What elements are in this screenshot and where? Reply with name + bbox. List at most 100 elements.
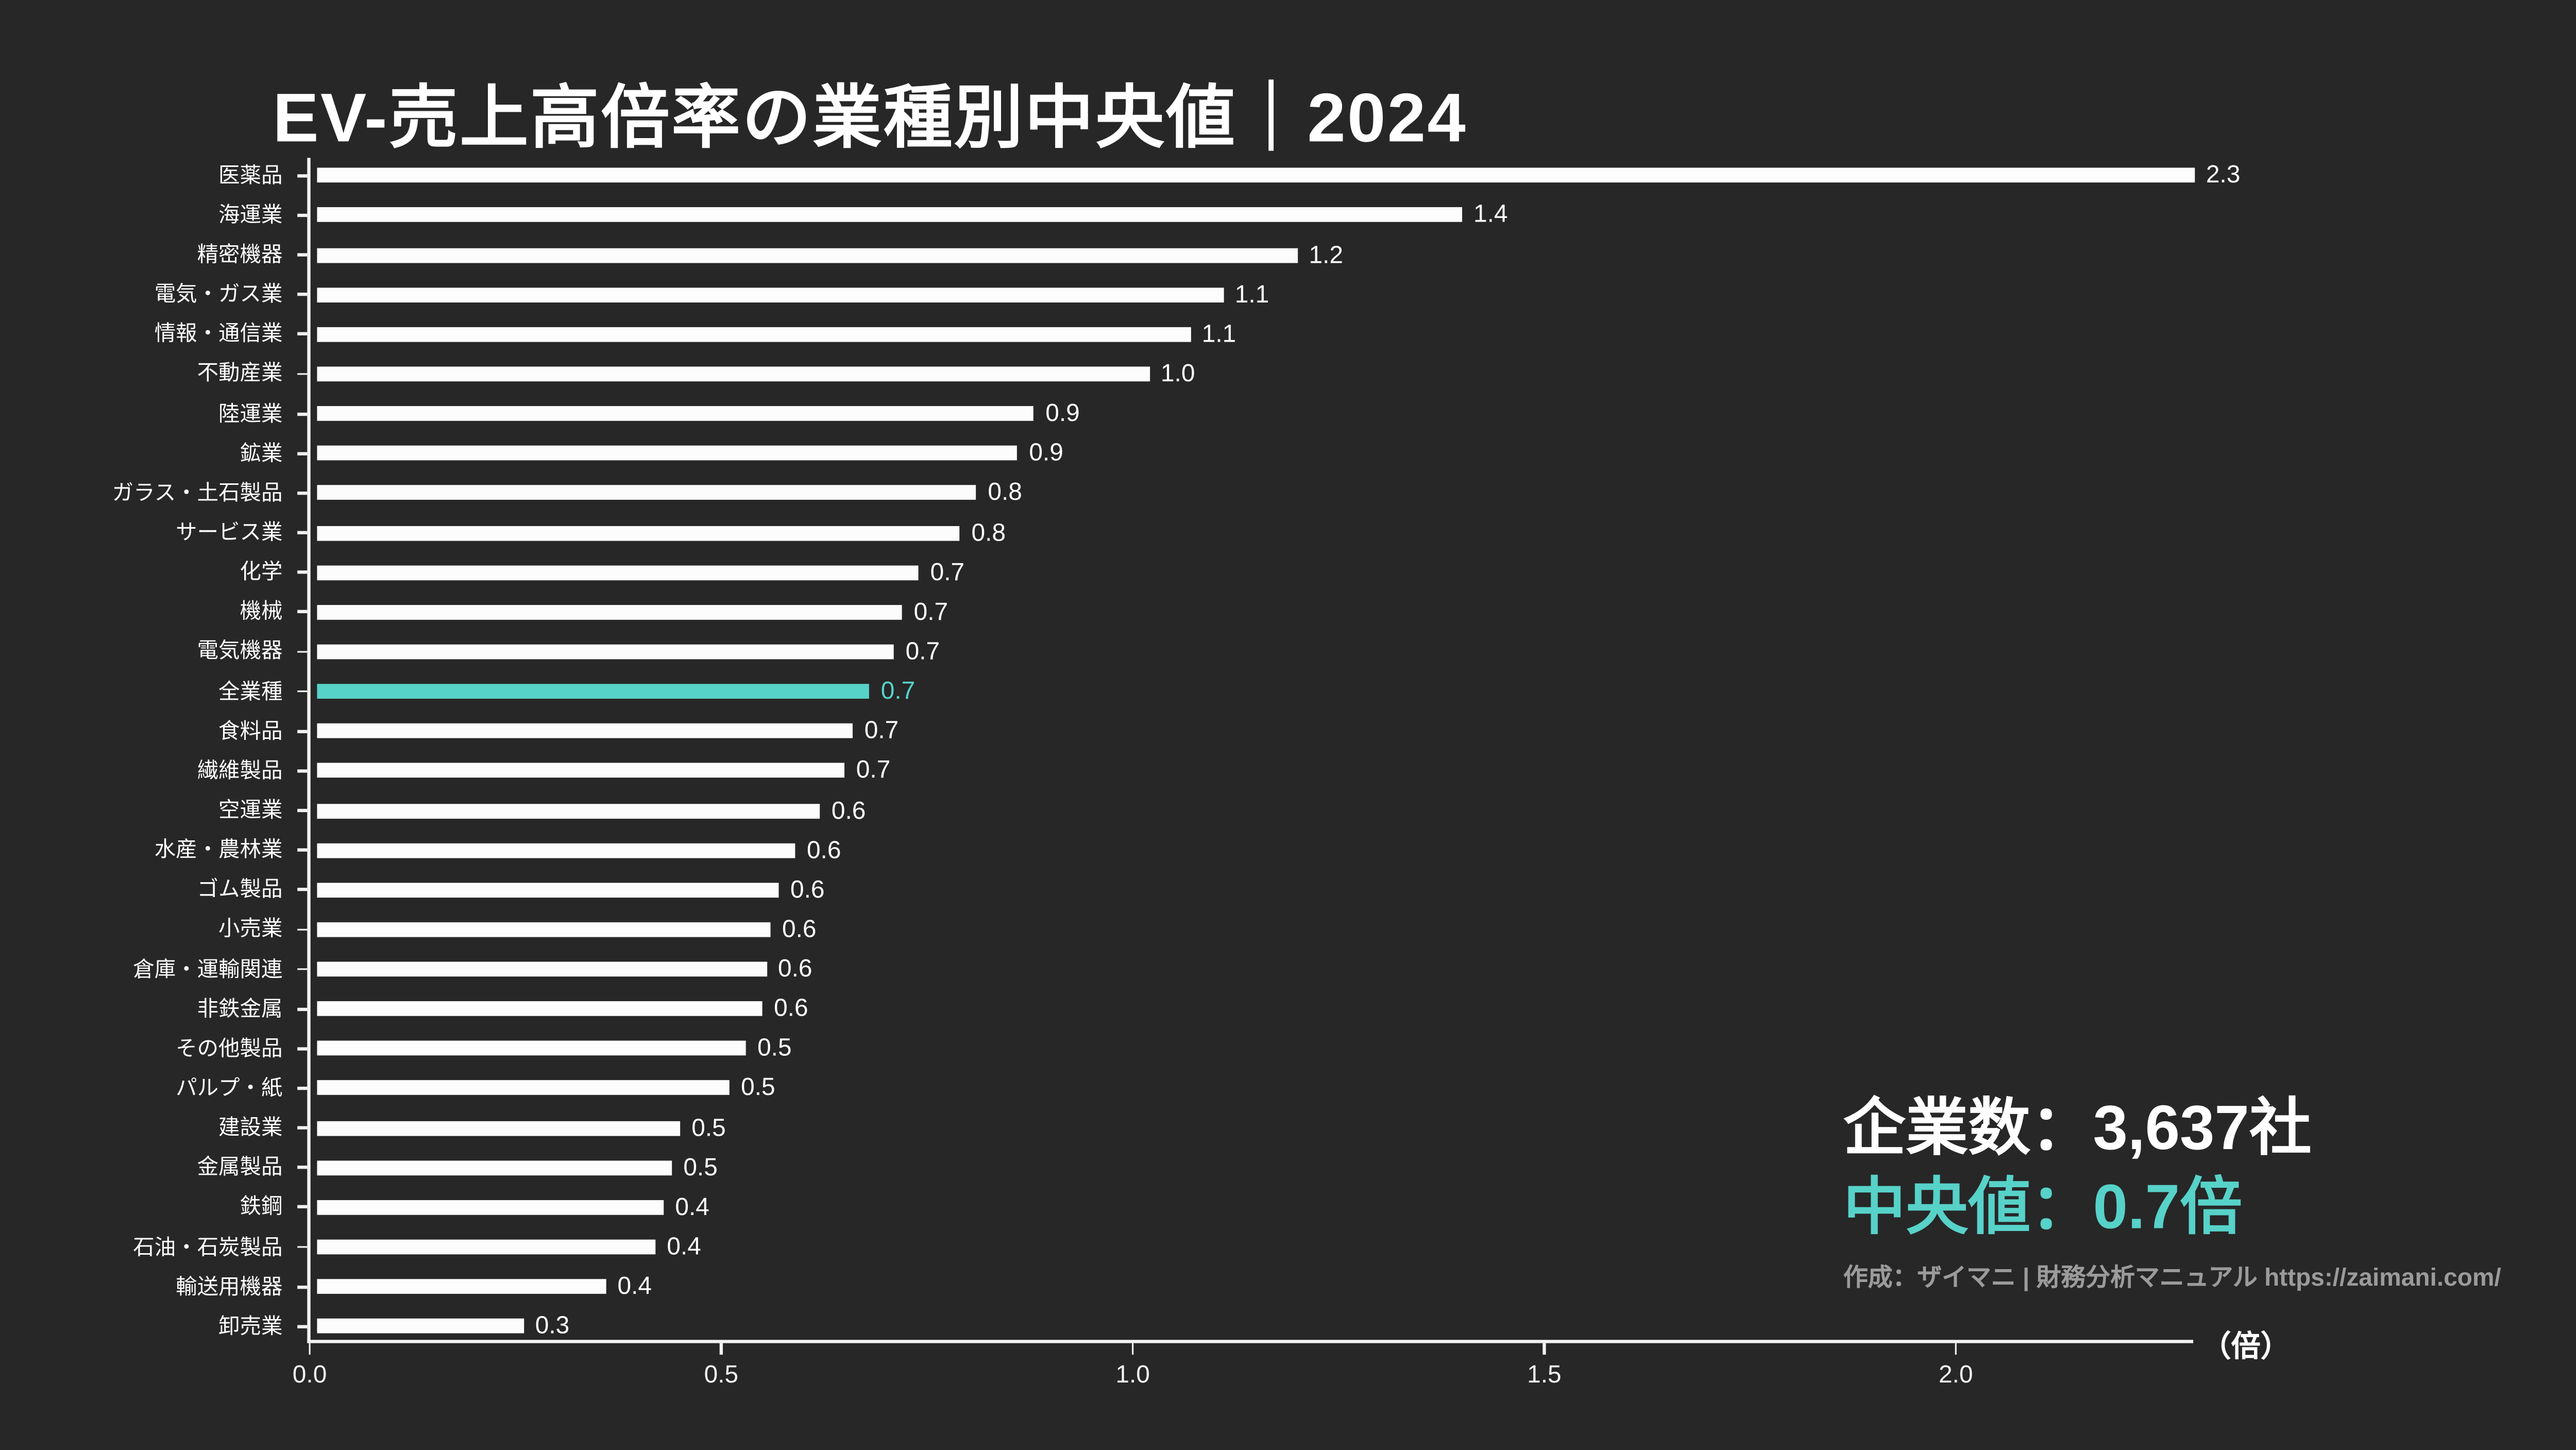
bar <box>316 406 1034 421</box>
y-axis-tick <box>296 888 308 891</box>
x-axis-tick-label: 1.5 <box>1527 1361 1562 1389</box>
bar-value-label: 0.5 <box>683 1153 718 1182</box>
category-label: 精密機器 <box>197 242 283 267</box>
category-label: 電気・ガス業 <box>154 281 283 307</box>
bar-value-label: 0.4 <box>675 1193 709 1222</box>
x-axis-tick <box>720 1342 723 1355</box>
bar-value-label: 0.7 <box>880 677 916 706</box>
bar <box>316 922 771 937</box>
x-axis-tick-label: 0.5 <box>704 1361 739 1389</box>
bar-value-label: 0.7 <box>913 598 948 626</box>
y-axis-tick <box>296 451 308 455</box>
bar-value-label: 0.7 <box>905 637 940 666</box>
category-label: 水産・農林業 <box>154 837 283 862</box>
bar-value-label: 0.6 <box>774 994 808 1023</box>
median-value-text: 中央値：0.7倍 <box>1843 1174 2243 1243</box>
bar-value-label: 0.6 <box>806 836 841 865</box>
bar <box>316 882 779 898</box>
x-axis-tick <box>1543 1342 1546 1355</box>
y-axis-tick <box>296 1325 308 1328</box>
x-axis-tick-label: 0.0 <box>292 1361 327 1389</box>
y-axis-tick <box>296 1206 308 1209</box>
y-axis-tick <box>296 690 308 693</box>
y-axis-tick <box>296 928 308 931</box>
bar <box>316 1041 746 1056</box>
category-label: 小売業 <box>218 916 283 941</box>
y-axis-tick <box>296 332 308 336</box>
y-axis-tick <box>296 730 308 733</box>
category-label: パルプ・紙 <box>176 1075 283 1100</box>
y-axis-tick <box>296 491 308 495</box>
category-label: 非鉄金属 <box>197 996 283 1021</box>
bar-value-label: 0.5 <box>741 1074 775 1103</box>
bar-value-label: 1.4 <box>1473 201 1508 229</box>
category-label: 海運業 <box>218 202 283 227</box>
category-label: 陸運業 <box>218 400 283 426</box>
bar <box>316 962 767 977</box>
category-label: 食料品 <box>218 718 283 743</box>
bar <box>316 565 919 580</box>
bar <box>316 1001 762 1017</box>
category-label: 石油・石炭製品 <box>133 1234 283 1259</box>
x-axis-tick <box>1954 1342 1957 1355</box>
bar-value-label: 0.7 <box>856 756 891 785</box>
category-label: 倉庫・運輸関連 <box>133 956 283 981</box>
y-axis-tick <box>296 650 308 653</box>
bar <box>316 763 845 779</box>
y-axis-tick <box>296 531 308 534</box>
bar <box>316 1279 606 1294</box>
y-axis-tick <box>296 809 308 812</box>
x-axis-tick <box>1131 1342 1134 1355</box>
x-axis-tick-label: 2.0 <box>1938 1361 1973 1389</box>
bar-value-label: 0.7 <box>864 717 899 745</box>
x-axis-tick <box>308 1342 311 1355</box>
bar-value-label: 0.9 <box>1045 399 1080 428</box>
bar-value-label: 0.8 <box>971 518 1006 547</box>
bar <box>316 1120 680 1136</box>
category-label: 卸売業 <box>218 1313 283 1338</box>
bar <box>316 1200 664 1215</box>
bar <box>316 644 894 660</box>
y-axis-tick <box>296 570 308 574</box>
bar-value-label: 0.3 <box>535 1312 570 1341</box>
x-axis-tick-label: 1.0 <box>1115 1361 1150 1389</box>
bar-value-label: 0.4 <box>667 1233 701 1261</box>
y-axis-tick <box>296 1166 308 1169</box>
category-label: 輸送用機器 <box>176 1273 283 1299</box>
y-axis-tick <box>296 1285 308 1288</box>
bar <box>316 1081 730 1096</box>
credit-text: 作成：ザイマニ | 財務分析マニュアル https://zaimani.com/ <box>1843 1264 2501 1292</box>
y-axis-tick <box>296 293 308 296</box>
bar-value-label: 0.8 <box>988 479 1022 507</box>
y-axis-tick <box>296 412 308 415</box>
y-axis-line <box>307 158 311 1343</box>
bar <box>316 247 1298 263</box>
category-label: 金属製品 <box>197 1154 283 1179</box>
bar <box>316 604 903 620</box>
bar <box>316 168 2195 183</box>
category-label: 鉄鋼 <box>240 1194 283 1219</box>
bar-value-label: 0.7 <box>930 558 965 586</box>
category-label: 空運業 <box>218 797 283 822</box>
category-label: 全業種 <box>218 678 283 703</box>
bar-value-label: 1.1 <box>1201 320 1236 348</box>
category-label: ゴム製品 <box>197 876 283 902</box>
bar <box>316 1160 672 1175</box>
y-axis-tick <box>296 1126 308 1129</box>
bar <box>316 366 1149 382</box>
bar-value-label: 2.3 <box>2206 161 2241 190</box>
x-axis-line <box>307 1339 2193 1343</box>
bar <box>316 485 977 501</box>
bar <box>316 446 1018 461</box>
bar-value-label: 1.1 <box>1234 280 1269 309</box>
bar <box>316 723 853 739</box>
bar <box>316 1239 656 1255</box>
bar-highlight <box>316 684 870 699</box>
bar <box>316 842 795 858</box>
y-axis-tick <box>296 1047 308 1050</box>
bar <box>316 525 960 541</box>
category-label: 医薬品 <box>218 162 283 188</box>
y-axis-tick <box>296 213 308 217</box>
